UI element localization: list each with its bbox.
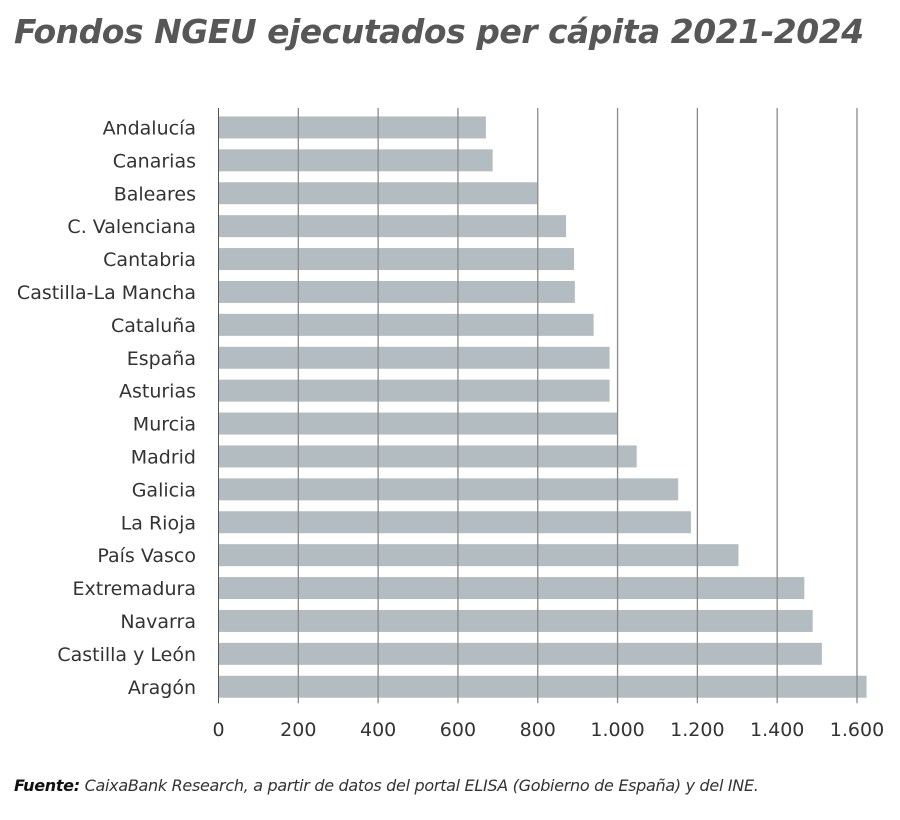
bar — [218, 248, 575, 271]
bar — [218, 675, 867, 698]
bar — [218, 149, 493, 172]
bar — [218, 544, 739, 567]
category-label: Cataluña — [111, 315, 196, 337]
bar — [218, 313, 594, 336]
category-label: España — [127, 348, 196, 370]
bar — [218, 116, 486, 139]
category-label: Aragón — [128, 677, 196, 699]
source-text: CaixaBank Research, a partir de datos de… — [79, 776, 759, 795]
source-note: Fuente: CaixaBank Research, a partir de … — [14, 776, 759, 795]
category-label: Asturias — [119, 381, 196, 403]
bar — [218, 609, 813, 632]
bar — [218, 445, 637, 468]
x-tick-label: 800 — [520, 719, 556, 741]
category-label: Andalucía — [103, 117, 196, 139]
bar — [218, 511, 691, 534]
x-tick-label: 1.600 — [830, 719, 884, 741]
category-label: Murcia — [133, 414, 196, 436]
x-tick-label: 600 — [440, 719, 476, 741]
bar — [218, 280, 575, 303]
category-label: Extremadura — [73, 578, 197, 600]
category-label: Castilla-La Mancha — [17, 282, 196, 304]
chart-title: Fondos NGEU ejecutados per cápita 2021-2… — [14, 12, 864, 51]
category-label: País Vasco — [97, 545, 196, 567]
bar — [218, 478, 679, 501]
x-tick-label: 0 — [212, 719, 224, 741]
bar — [218, 346, 610, 369]
category-label: Canarias — [113, 150, 196, 172]
category-label: Castilla y León — [57, 644, 196, 666]
source-label: Fuente: — [14, 776, 80, 795]
x-tick-label: 200 — [280, 719, 316, 741]
category-label: Galicia — [132, 479, 196, 501]
x-tick-label: 1.000 — [590, 719, 644, 741]
bar — [218, 215, 567, 238]
category-label: Madrid — [131, 446, 196, 468]
bar — [218, 379, 610, 402]
category-label: Cantabria — [103, 249, 196, 271]
x-tick-label: 1.400 — [750, 719, 804, 741]
category-label: La Rioja — [121, 512, 196, 534]
bar — [218, 577, 805, 600]
category-label: C. Valenciana — [67, 216, 196, 238]
category-label: Baleares — [114, 183, 196, 205]
bar — [218, 412, 618, 435]
x-tick-label: 1.200 — [670, 719, 724, 741]
x-tick-label: 400 — [360, 719, 396, 741]
category-label: Navarra — [120, 611, 196, 633]
bar-chart: Andalucía Canarias Baleares C. Valenciana Ca… — [17, 108, 884, 741]
bar — [218, 642, 822, 665]
